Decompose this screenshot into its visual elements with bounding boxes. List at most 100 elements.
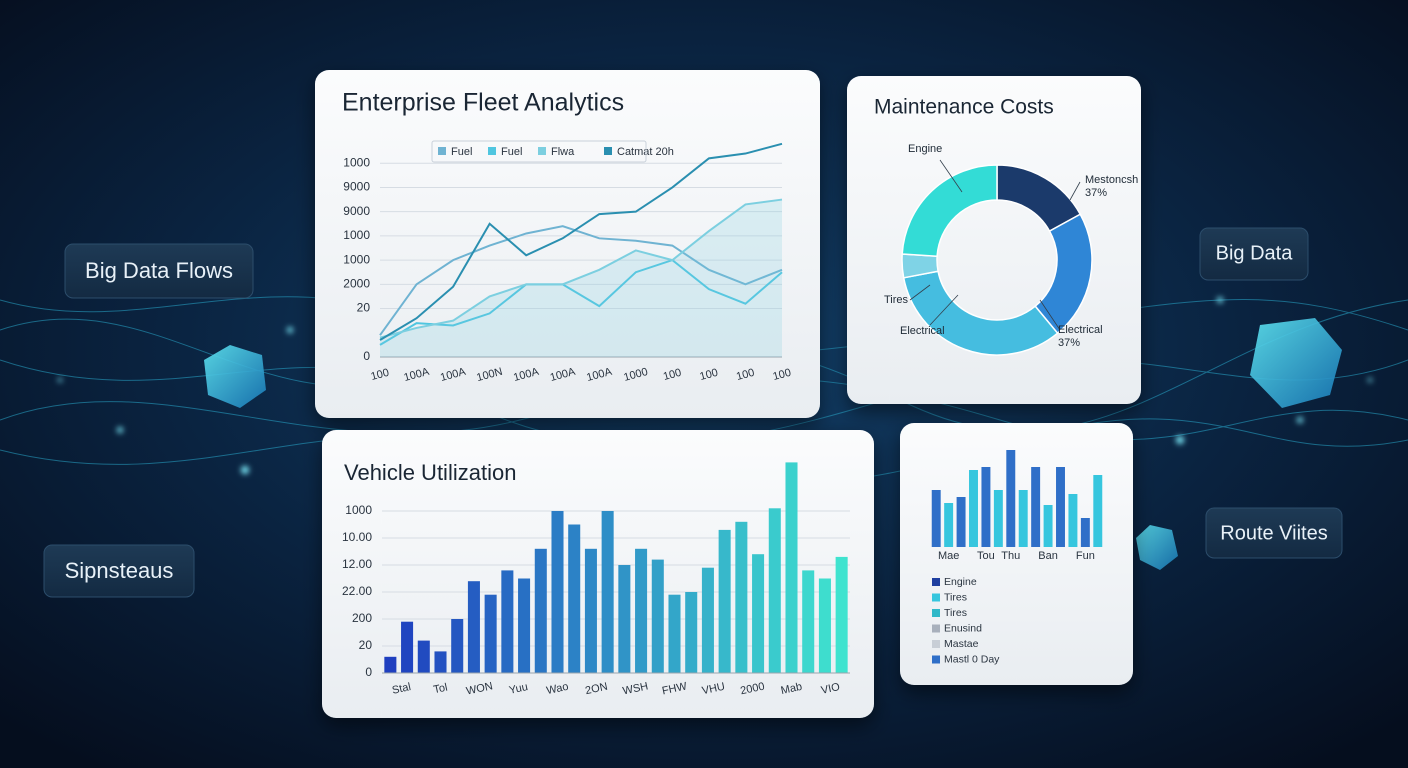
bar [1093, 475, 1103, 547]
bar [434, 651, 447, 673]
legend-label: Mastae [944, 638, 979, 650]
glow-dots [58, 297, 1372, 474]
x-tick-label: Mab [780, 681, 803, 697]
leader-line [929, 294, 959, 326]
bar [1080, 518, 1090, 547]
bar [668, 594, 681, 673]
legend-swatch [932, 578, 940, 586]
y-tick-label: 200 [352, 611, 372, 625]
bar [956, 497, 966, 547]
bar [551, 511, 564, 673]
legend-label: Tires [944, 607, 967, 619]
x-tick-label: Mae [938, 550, 959, 562]
bar [931, 490, 941, 547]
x-tick-label: VHU [701, 681, 726, 698]
line [379, 142, 783, 341]
bar [685, 592, 698, 673]
hexagon [1136, 525, 1178, 570]
x-tick-label: 2000 [739, 680, 765, 697]
y-tick-label: 9000 [343, 204, 370, 218]
annotation: Electrical 37% [1058, 324, 1103, 349]
y-tick-label: 1000 [345, 503, 372, 517]
floating-label: Sipnsteaus [65, 558, 174, 583]
hexagon [204, 345, 266, 408]
annotation: Mestoncsh 37% [1085, 174, 1138, 199]
legend-label: Fuel [501, 146, 522, 158]
legend-box [431, 140, 647, 163]
x-tick-label: WON [465, 680, 494, 697]
y-tick-label: 22.00 [342, 584, 372, 598]
bar [384, 656, 397, 673]
bar [1043, 505, 1053, 547]
legend-swatch [538, 147, 546, 155]
panel [900, 423, 1133, 685]
leader-line [909, 284, 931, 301]
leader-line [939, 159, 963, 193]
legend-label: Tires [944, 591, 967, 603]
leader-line [1069, 181, 1081, 201]
chart-title: Maintenance Costs [874, 96, 1054, 119]
legend-swatch [932, 624, 940, 633]
bar [1056, 467, 1065, 547]
legend-swatch [932, 593, 940, 602]
x-tick-label: 100 [698, 367, 719, 383]
x-tick-label: Stal [391, 681, 412, 697]
legend-swatch [932, 609, 940, 617]
x-tick-label: 100 [772, 367, 793, 383]
legend-label: Engine [944, 576, 977, 588]
annotation: Electrical [900, 325, 945, 337]
legend-label: Enusind [944, 622, 982, 634]
x-tick-label: 2ON [584, 681, 609, 697]
bar [451, 619, 464, 673]
panel [315, 70, 820, 418]
x-tick-label: 100 [370, 367, 391, 383]
chart-title: Vehicle Utilization [344, 460, 516, 485]
y-tick-label: 1000 [343, 155, 370, 169]
bar [993, 490, 1003, 547]
bar [981, 467, 991, 547]
bar [818, 578, 831, 673]
bar [768, 508, 781, 673]
bar [484, 594, 497, 673]
y-tick-label: 2000 [343, 277, 370, 291]
bar [635, 548, 648, 673]
legend-swatch [932, 655, 940, 664]
y-tick-label: 20 [359, 638, 373, 652]
chart-title: Enterprise Fleet Analytics [342, 89, 624, 117]
y-tick-label: 0 [363, 349, 370, 363]
y-tick-label: 9000 [343, 180, 370, 194]
bar [534, 548, 547, 673]
floating-label-box [43, 544, 195, 598]
area [380, 199, 782, 357]
floating-label: Route Viites [1220, 522, 1327, 544]
x-tick-label: Ban [1038, 550, 1058, 562]
bar [752, 554, 765, 673]
y-tick-label: 10.00 [342, 530, 372, 544]
legend-label: Mastl 0 Day [944, 653, 1000, 665]
x-tick-label: 100 [735, 367, 756, 383]
x-tick-label: WSH [622, 680, 650, 697]
leader-line [1039, 299, 1061, 331]
bar [1068, 494, 1078, 547]
bar [467, 581, 480, 673]
floating-label-box [1205, 507, 1343, 559]
legend-label: Catmat 20h [617, 146, 674, 158]
bar [802, 570, 815, 673]
x-tick-label: Yuu [508, 681, 529, 697]
legend-swatch [604, 147, 612, 155]
legend-label: Fuel [451, 146, 472, 158]
bar [785, 462, 798, 673]
y-tick-label: 1000 [343, 252, 370, 266]
bar [1018, 490, 1028, 547]
bar [618, 565, 631, 673]
bar [401, 621, 414, 673]
bar [969, 470, 978, 547]
x-tick-label: Tol [432, 682, 448, 697]
bar [718, 529, 731, 673]
y-tick-label: 20 [357, 301, 371, 315]
donut-segment [902, 270, 1059, 356]
line [379, 198, 783, 339]
donut-segment [901, 164, 998, 258]
bar [735, 521, 748, 673]
